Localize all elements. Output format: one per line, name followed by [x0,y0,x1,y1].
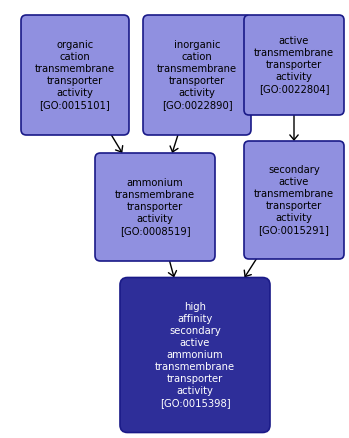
FancyBboxPatch shape [143,15,251,135]
Text: inorganic
cation
transmembrane
transporter
activity
[GO:0022890]: inorganic cation transmembrane transport… [157,40,237,110]
FancyBboxPatch shape [244,15,344,115]
Text: ammonium
transmembrane
transporter
activity
[GO:0008519]: ammonium transmembrane transporter activ… [115,178,195,236]
Text: organic
cation
transmembrane
transporter
activity
[GO:0015101]: organic cation transmembrane transporter… [35,40,115,110]
Text: active
transmembrane
transporter
activity
[GO:0022804]: active transmembrane transporter activit… [254,36,334,94]
Text: high
affinity
secondary
active
ammonium
transmembrane
transporter
activity
[GO:0: high affinity secondary active ammonium … [155,302,235,408]
FancyBboxPatch shape [120,278,270,432]
FancyBboxPatch shape [21,15,129,135]
FancyBboxPatch shape [244,141,344,259]
FancyBboxPatch shape [95,153,215,261]
Text: secondary
active
transmembrane
transporter
activity
[GO:0015291]: secondary active transmembrane transport… [254,165,334,235]
